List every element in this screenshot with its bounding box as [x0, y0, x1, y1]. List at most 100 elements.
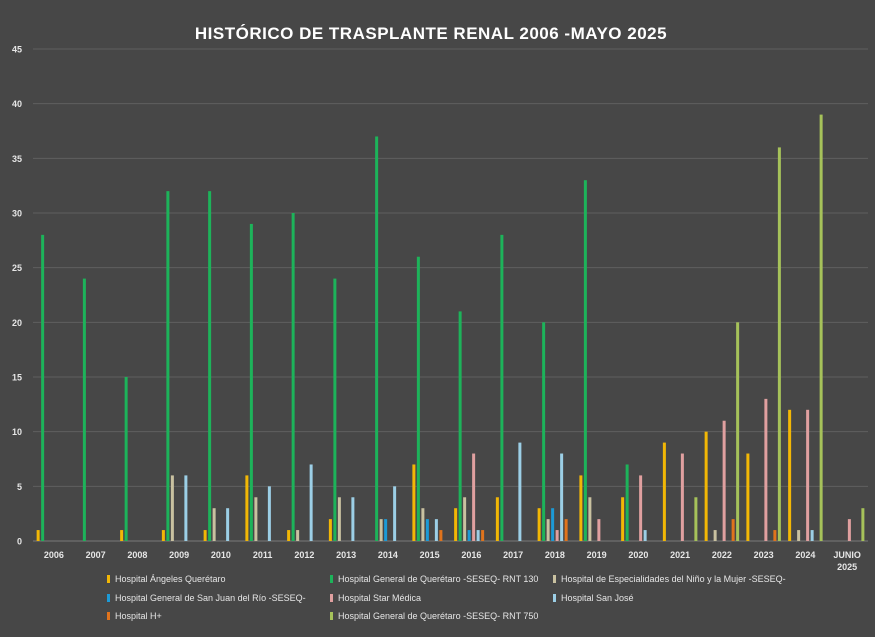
- bar: [555, 530, 559, 541]
- legend-item: Hospital General de Querétaro -SESEQ- RN…: [330, 574, 538, 584]
- bar: [847, 519, 851, 541]
- bar: [467, 530, 471, 541]
- legend-item: Hospital de Especialidades del Niño y la…: [553, 574, 786, 584]
- bar: [161, 530, 165, 541]
- bar: [500, 234, 504, 541]
- x-tick-label: 2023: [754, 550, 774, 560]
- bar: [662, 442, 666, 541]
- x-tick-label: 2019: [587, 550, 607, 560]
- legend-item: Hospital Star Médica: [330, 593, 421, 603]
- bar: [518, 442, 522, 541]
- bar: [583, 180, 587, 541]
- bar: [542, 322, 546, 541]
- bar: [788, 409, 792, 541]
- bar: [291, 213, 295, 541]
- bar: [579, 475, 583, 541]
- bar: [819, 114, 823, 541]
- legend-label: Hospital Star Médica: [338, 593, 421, 603]
- legend-swatch: [107, 575, 110, 583]
- bar: [351, 497, 355, 541]
- bar: [226, 508, 230, 541]
- bar: [296, 530, 300, 541]
- legend-item: Hospital General de Querétaro -SESEQ- RN…: [330, 611, 538, 621]
- legend-item: Hospital San José: [553, 593, 634, 603]
- legend-label: Hospital San José: [561, 593, 634, 603]
- bar: [713, 530, 717, 541]
- bar: [309, 464, 313, 541]
- bar: [621, 497, 625, 541]
- legend-swatch: [330, 612, 333, 620]
- bar: [82, 278, 86, 541]
- bar: [166, 191, 170, 541]
- bars: [36, 114, 865, 541]
- bar: [797, 530, 801, 541]
- x-tick-label: 2018: [545, 550, 565, 560]
- x-tick-label: 2017: [503, 550, 523, 560]
- bar: [476, 530, 480, 541]
- bar: [416, 256, 420, 541]
- bar: [184, 475, 188, 541]
- legend-label: Hospital General de Querétaro -SESEQ- RN…: [338, 611, 538, 621]
- legend-label: Hospital General de San Juan del Río -SE…: [115, 593, 306, 603]
- x-tick-label: 2008: [127, 550, 147, 560]
- bar: [481, 530, 485, 541]
- bar: [212, 508, 216, 541]
- legend-label: Hospital Ángeles Querétaro: [115, 574, 226, 584]
- legend-label: Hospital H+: [115, 611, 162, 621]
- x-tick-label: 2012: [294, 550, 314, 560]
- x-tick-label: 2015: [420, 550, 440, 560]
- x-axis-tick-labels: 2006 2007 2008 2009 2010 2011 2012 2013 2014 2015…: [44, 550, 861, 572]
- bar: [495, 497, 499, 541]
- bar: [588, 497, 592, 541]
- x-tick-label: 2007: [86, 550, 106, 560]
- legend-item: Hospital Ángeles Querétaro: [107, 574, 226, 584]
- bar: [249, 223, 253, 541]
- bar: [384, 519, 388, 541]
- legend-swatch: [553, 594, 556, 602]
- bar: [764, 398, 768, 541]
- bar: [124, 377, 128, 541]
- bar: [861, 508, 865, 541]
- legend-swatch: [107, 594, 110, 602]
- y-tick-label: 45: [12, 45, 22, 55]
- legend-item: Hospital H+: [107, 611, 162, 621]
- bar: [643, 530, 647, 541]
- bar: [379, 519, 383, 541]
- bar: [208, 191, 212, 541]
- bar: [704, 431, 708, 541]
- bar: [375, 136, 379, 541]
- bar: [41, 234, 45, 541]
- bar: [393, 486, 397, 541]
- bar: [333, 278, 337, 541]
- bar: [537, 508, 541, 541]
- x-tick-label: 2013: [336, 550, 356, 560]
- x-tick-label: JUNIO 2025: [833, 550, 861, 572]
- bar: [806, 409, 810, 541]
- bar: [625, 464, 629, 541]
- y-tick-label: 20: [12, 318, 22, 328]
- bar: [597, 519, 601, 541]
- y-tick-label: 25: [12, 263, 22, 273]
- x-tick-label: 2010: [211, 550, 231, 560]
- legend-swatch: [330, 594, 333, 602]
- y-axis-tick-labels: 0 5 10 15 20 25 30 35 40 45: [12, 45, 22, 547]
- x-tick-label: 2021: [670, 550, 690, 560]
- bar: [731, 519, 735, 541]
- x-tick-label: 2022: [712, 550, 732, 560]
- bar: [337, 497, 341, 541]
- bar: [463, 497, 467, 541]
- bar: [736, 322, 740, 541]
- bar: [439, 530, 443, 541]
- legend-label: Hospital General de Querétaro -SESEQ- RN…: [338, 574, 538, 584]
- gridlines: [33, 48, 868, 542]
- bar: [170, 475, 174, 541]
- chart-title: HISTÓRICO DE TRASPLANTE RENAL 2006 -MAYO…: [195, 24, 667, 43]
- y-tick-label: 35: [12, 154, 22, 164]
- y-tick-label: 15: [12, 373, 22, 383]
- bar: [267, 486, 271, 541]
- legend-swatch: [553, 575, 556, 583]
- bar: [810, 530, 814, 541]
- x-tick-label: 2006: [44, 550, 64, 560]
